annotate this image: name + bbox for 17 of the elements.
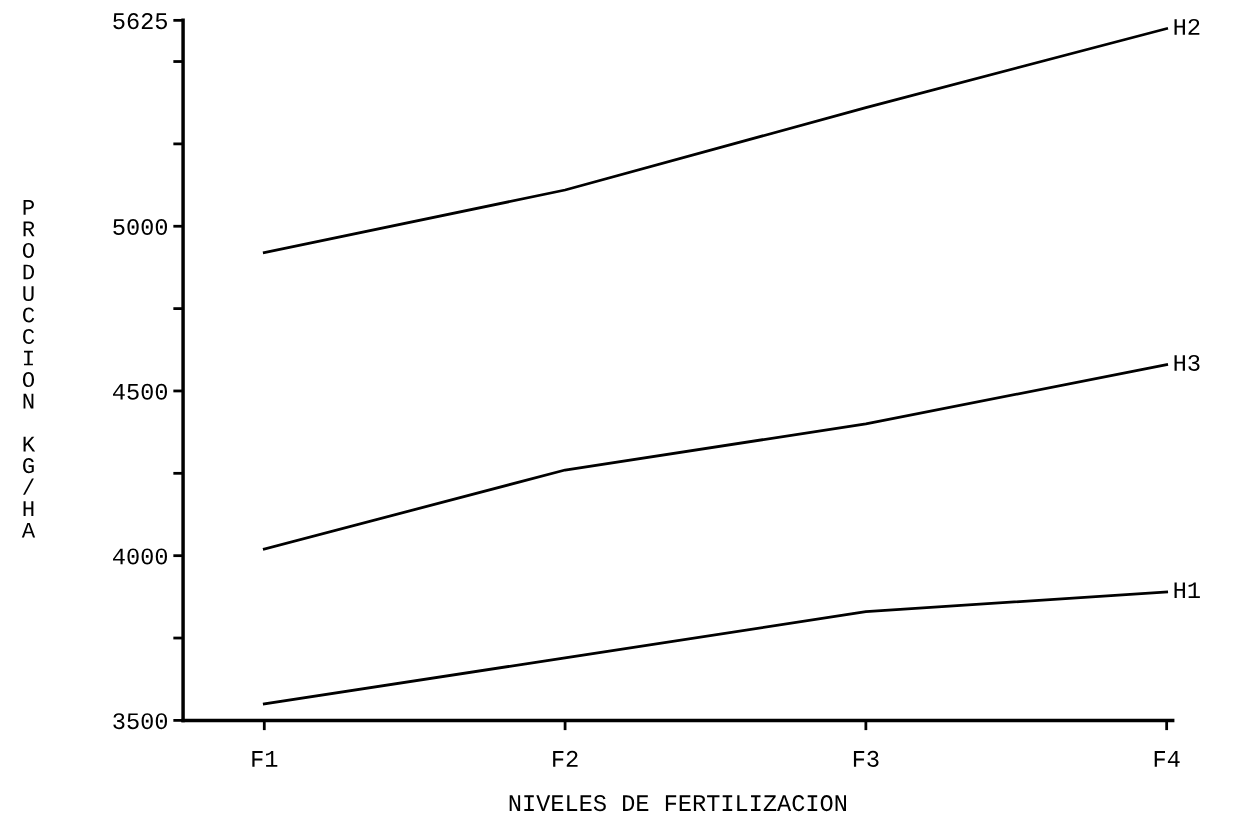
series-label: H1 bbox=[1174, 582, 1200, 599]
y-tick-label: 4000 bbox=[113, 548, 168, 565]
x-tick-label: F3 bbox=[853, 750, 879, 767]
line-series bbox=[262, 590, 1169, 706]
line-series bbox=[262, 363, 1169, 551]
x-axis-title: NIVELES DE FERTILIZACION bbox=[509, 795, 847, 812]
x-tick-label: F2 bbox=[553, 750, 578, 767]
series-label: H3 bbox=[1174, 354, 1200, 371]
text: PRODUCCION KG/HA bbox=[21, 200, 36, 538]
y-tick-label: 5000 bbox=[113, 219, 168, 236]
x-tick-label: F1 bbox=[252, 751, 278, 767]
series-label: H2 bbox=[1174, 18, 1200, 35]
x-tick-label: F4 bbox=[1154, 751, 1180, 767]
y-tick-label: 3500 bbox=[113, 713, 168, 730]
line-series bbox=[262, 27, 1169, 254]
y-tick-label: 5625 bbox=[113, 13, 167, 30]
y-tick-label: 4500 bbox=[113, 383, 168, 400]
